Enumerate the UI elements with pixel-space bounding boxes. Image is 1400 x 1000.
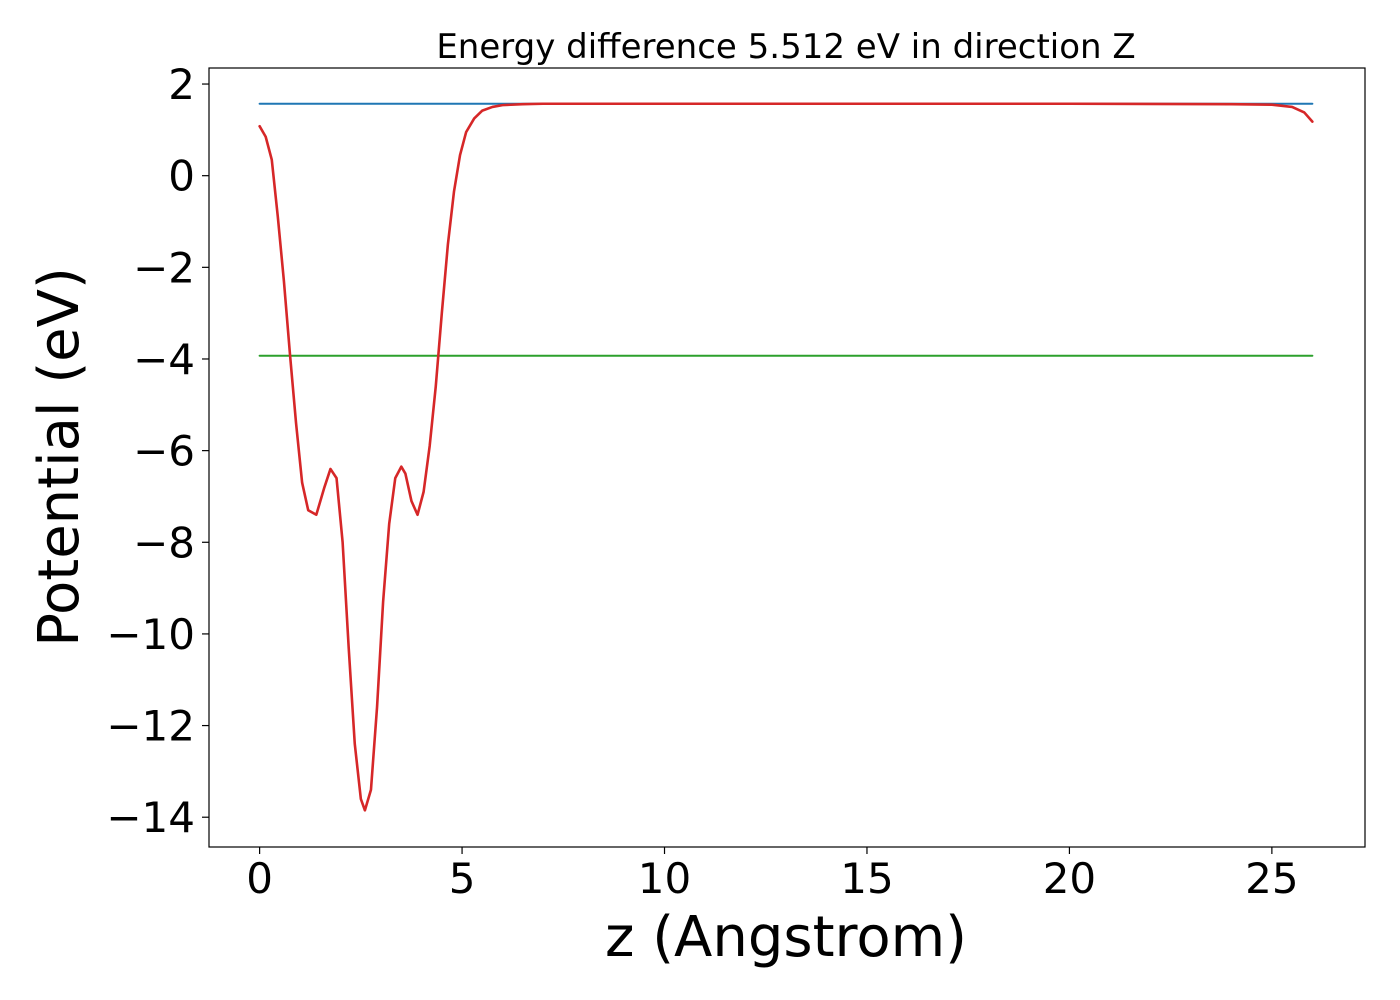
y-tick-label-1: 0 xyxy=(168,152,195,201)
x-tick-label-5: 25 xyxy=(1245,854,1298,903)
y-tick-label-5: −8 xyxy=(133,518,195,567)
x-tick-label-0: 0 xyxy=(246,854,273,903)
y-tick-label-4: −6 xyxy=(133,427,195,476)
y-tick-label-8: −14 xyxy=(106,793,195,842)
x-tick-label-3: 15 xyxy=(840,854,893,903)
series-line-2 xyxy=(258,102,1314,812)
x-tick-label-1: 5 xyxy=(449,854,476,903)
chart-title: Energy difference 5.512 eV in direction … xyxy=(436,27,1135,67)
y-tick-label-7: −12 xyxy=(106,702,195,751)
x-tick-label-2: 10 xyxy=(638,854,691,903)
x-tick-label-4: 20 xyxy=(1043,854,1096,903)
axes-frame xyxy=(208,67,1366,848)
x-axis: 0 5 10 15 20 25 xyxy=(246,847,1299,903)
x-axis-label: z (Angstrom) xyxy=(605,905,967,970)
y-tick-label-0: 2 xyxy=(168,60,195,109)
y-axis-label: Potential (eV) xyxy=(27,267,92,647)
y-axis: 2 0 −2 −4 −6 −8 −10 −12 −14 xyxy=(106,60,209,842)
plot-area xyxy=(258,102,1314,812)
y-tick-label-6: −10 xyxy=(106,610,195,659)
y-tick-label-2: −2 xyxy=(133,243,195,292)
y-tick-label-3: −4 xyxy=(133,335,195,384)
